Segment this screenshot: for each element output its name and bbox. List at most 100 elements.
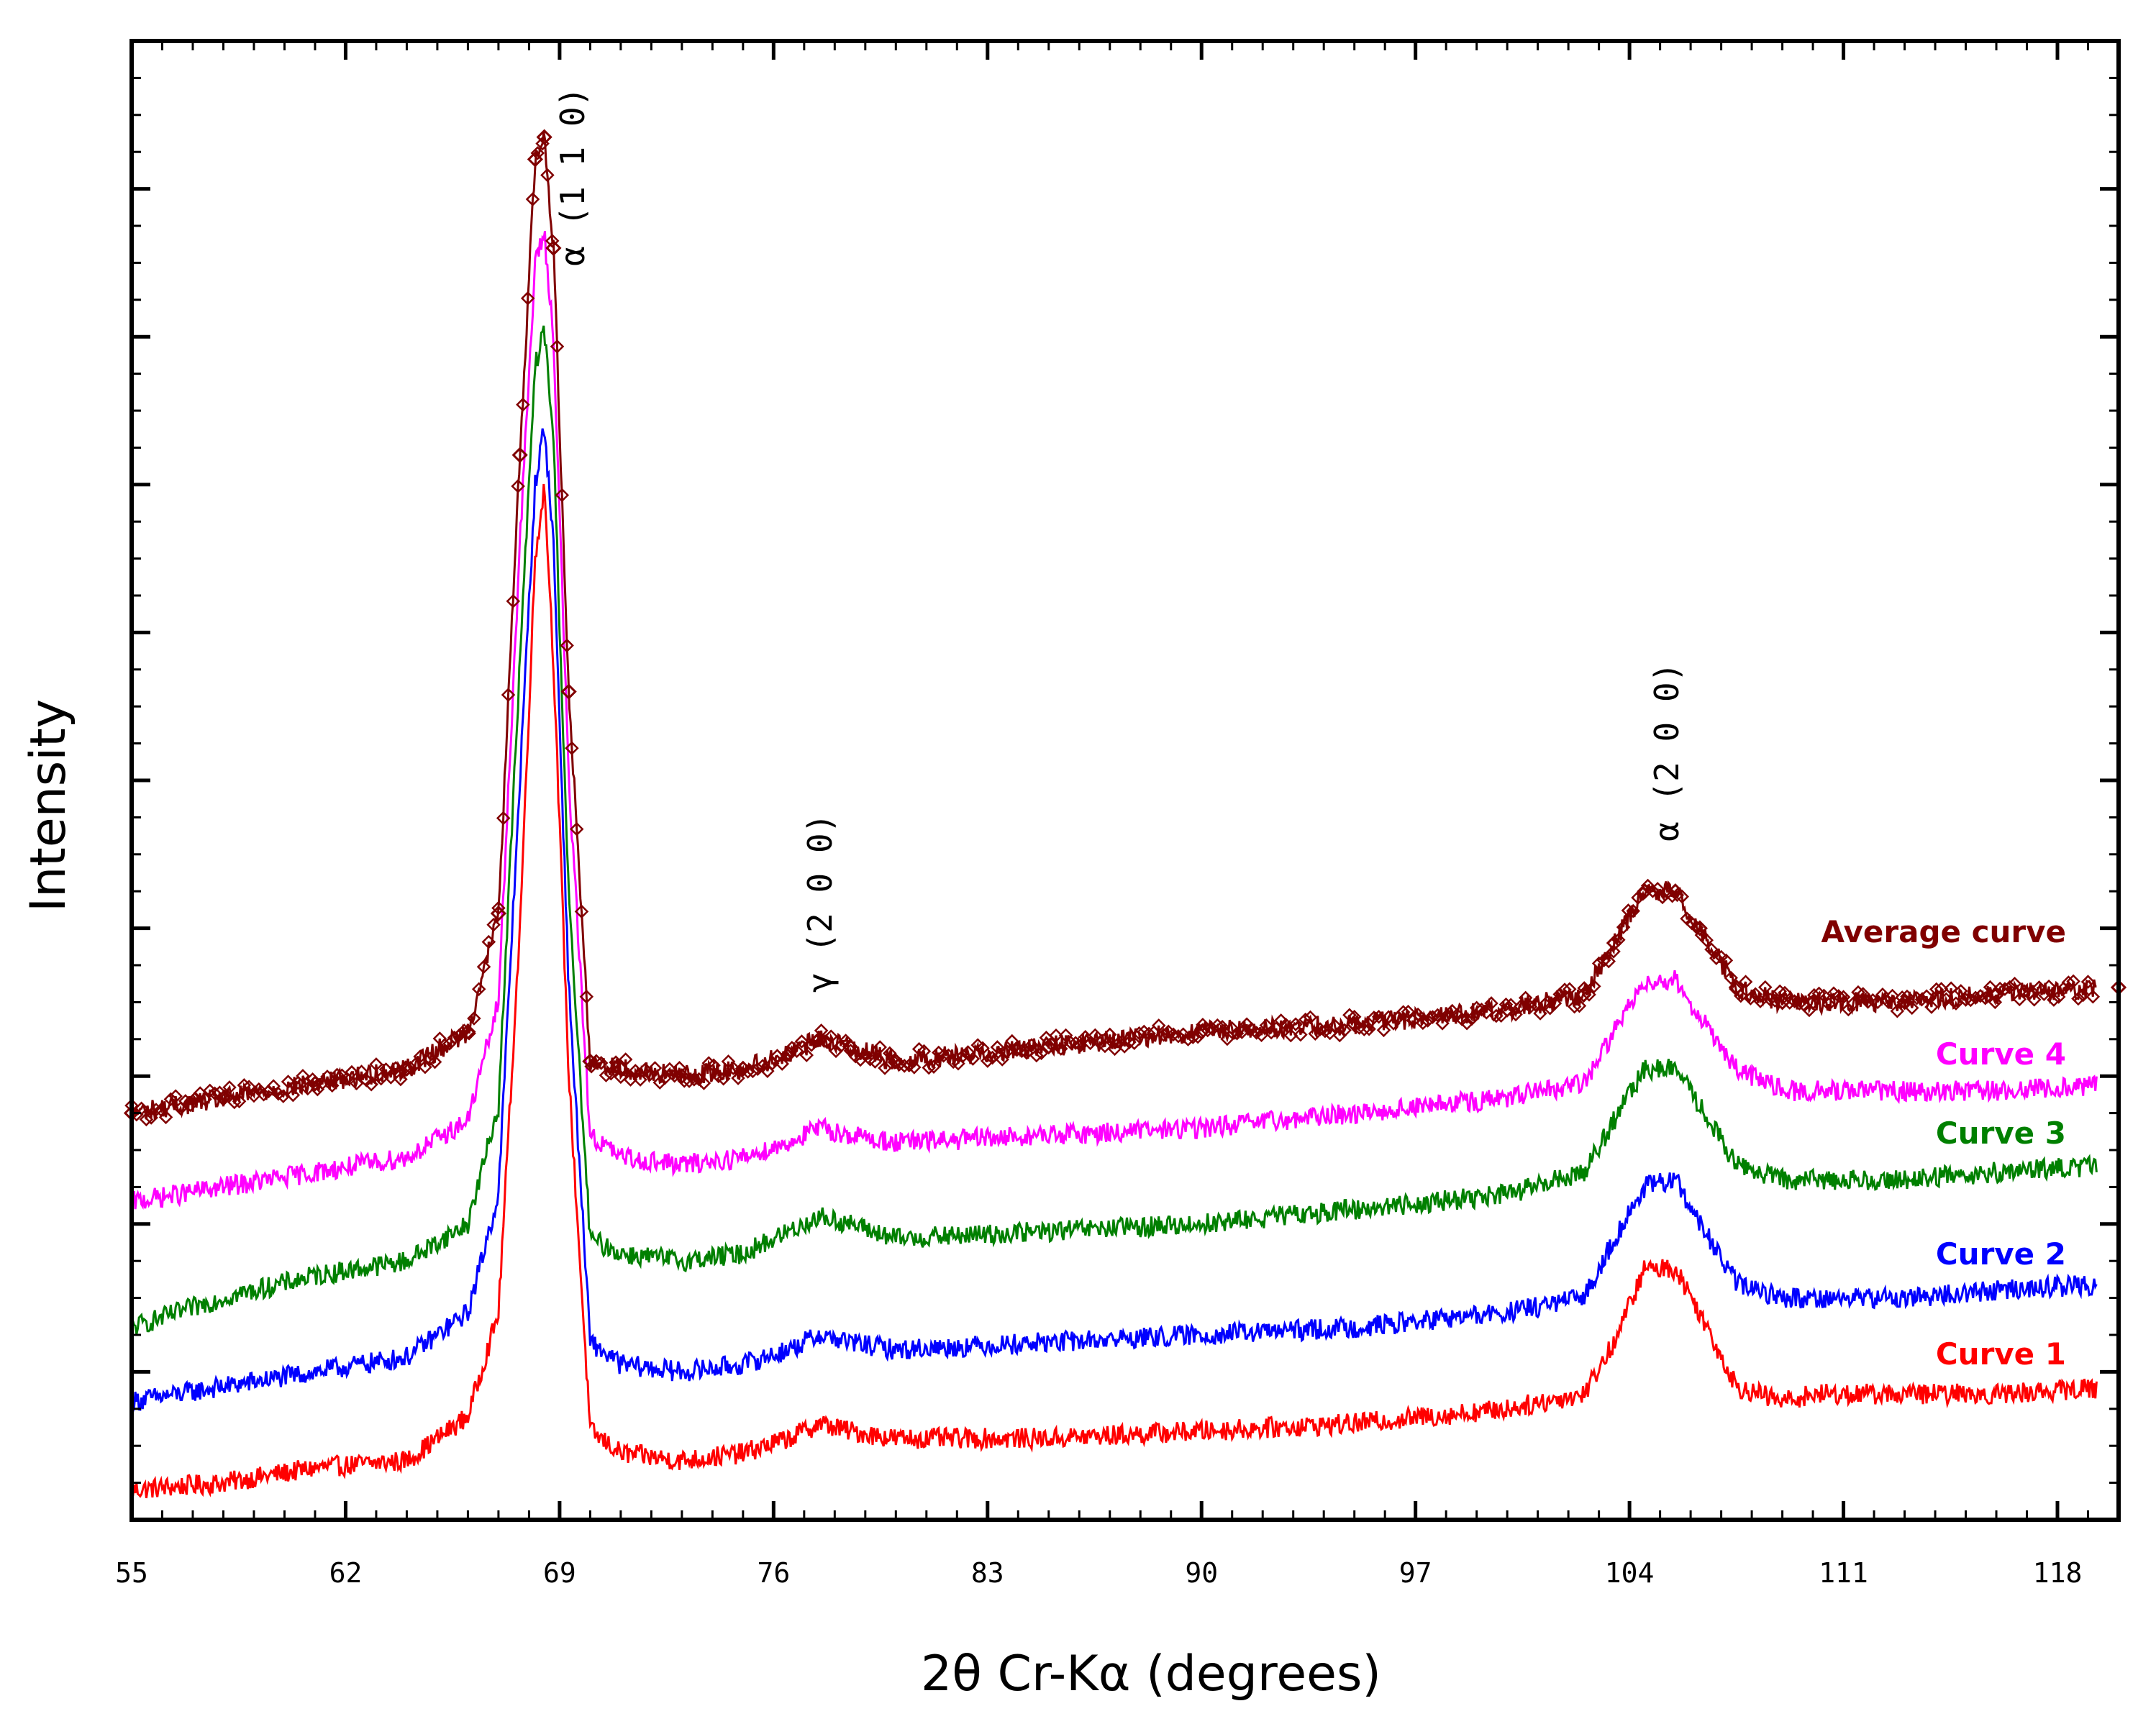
data-marker <box>824 1029 838 1044</box>
data-marker <box>1631 890 1645 905</box>
series-curve-1 <box>130 483 2098 1499</box>
data-marker <box>1465 1011 1479 1026</box>
legend: Curve 1 Curve 2 Curve 3 Curve 4 Average curv… <box>1821 914 2066 1372</box>
data-marker <box>530 146 545 160</box>
data-marker <box>838 1034 853 1048</box>
data-marker <box>227 1095 242 1110</box>
data-marker <box>1645 884 1660 898</box>
data-marker <box>2012 992 2027 1007</box>
data-marker <box>394 1072 408 1087</box>
data-marker <box>511 479 525 493</box>
data-marker <box>1029 1048 1044 1063</box>
data-marker <box>1978 990 1993 1005</box>
data-marker <box>1557 982 1572 997</box>
data-marker <box>2051 990 2066 1004</box>
x-tick-label: 76 <box>757 1557 790 1589</box>
data-marker <box>604 1066 619 1081</box>
data-marker <box>574 904 589 919</box>
data-marker <box>1709 951 1724 965</box>
data-marker <box>1514 999 1528 1013</box>
peak-label: α (2 0 0) <box>1647 662 1686 842</box>
data-point <box>511 447 528 463</box>
series-curve-2 <box>130 428 2098 1412</box>
data-marker <box>1220 1031 1234 1046</box>
data-marker <box>1489 1008 1504 1023</box>
data-marker <box>883 1046 897 1061</box>
data-marker <box>1215 1019 1229 1034</box>
x-tick-label: 62 <box>329 1557 363 1589</box>
data-marker <box>535 136 550 151</box>
data-marker <box>300 1081 315 1096</box>
data-marker <box>324 1078 340 1093</box>
data-marker <box>1885 988 1900 1003</box>
data-marker <box>1734 988 1748 1003</box>
data-marker <box>647 1061 663 1075</box>
data-marker <box>1699 933 1714 948</box>
data-marker <box>1298 1012 1313 1027</box>
data-marker <box>516 397 530 412</box>
x-axis-title: 2θ Cr-Kα (degrees) <box>921 1646 1381 1702</box>
series-curve-4 <box>130 231 2098 1210</box>
data-marker <box>1914 992 1929 1007</box>
data-marker <box>1963 993 1978 1008</box>
data-marker <box>2042 979 2056 994</box>
data-marker <box>1626 903 1640 918</box>
data-marker <box>481 934 496 949</box>
data-marker <box>956 1049 970 1063</box>
data-marker <box>1401 1004 1416 1019</box>
data-marker <box>579 990 594 1004</box>
data-marker <box>1435 1016 1450 1031</box>
data-marker <box>907 1060 922 1075</box>
data-marker <box>1332 1028 1347 1043</box>
legend-label-curve-1: Curve 1 <box>1936 1336 2066 1372</box>
data-marker <box>1278 1017 1293 1032</box>
data-marker <box>565 741 579 756</box>
data-marker <box>383 1070 399 1085</box>
data-marker <box>1719 953 1734 968</box>
data-marker <box>1533 1006 1547 1021</box>
x-tick-label: 83 <box>971 1557 1004 1589</box>
data-marker <box>1191 1029 1205 1044</box>
data-point <box>490 905 507 922</box>
data-marker <box>232 1094 247 1109</box>
data-marker <box>1704 942 1719 957</box>
data-marker <box>1518 990 1533 1005</box>
data-marker <box>731 1071 745 1085</box>
data-marker <box>814 1023 829 1038</box>
data-marker <box>1347 1010 1362 1024</box>
data-marker <box>1616 920 1631 934</box>
data-marker <box>296 1069 310 1083</box>
data-marker <box>496 811 511 826</box>
data-point <box>582 1053 599 1069</box>
data-marker <box>345 1064 359 1080</box>
data-marker <box>1621 903 1636 918</box>
data-marker <box>555 488 570 503</box>
data-marker <box>834 1039 848 1054</box>
data-marker <box>1601 954 1616 969</box>
data-marker <box>1606 944 1621 959</box>
data-marker <box>1142 1026 1156 1041</box>
data-marker <box>726 1061 741 1075</box>
data-marker <box>593 1056 609 1070</box>
data-marker <box>1460 1016 1474 1031</box>
data-marker <box>1171 1029 1186 1044</box>
data-marker <box>1151 1018 1166 1033</box>
data-marker <box>1998 982 2012 996</box>
data-marker <box>1357 1022 1372 1036</box>
data-marker <box>775 1057 790 1071</box>
data-marker <box>618 1052 633 1067</box>
data-marker <box>1034 1046 1049 1060</box>
data-marker <box>599 1068 614 1082</box>
data-marker <box>614 1069 628 1085</box>
y-axis-title: Intensity <box>20 699 77 912</box>
data-marker <box>525 192 540 206</box>
data-marker <box>462 1026 476 1041</box>
data-marker <box>1547 996 1563 1011</box>
data-marker <box>1919 989 1934 1003</box>
data-marker <box>1234 1025 1250 1039</box>
data-marker <box>491 900 506 916</box>
data-marker <box>975 1041 990 1056</box>
data-marker <box>897 1059 911 1073</box>
data-marker <box>1567 999 1582 1014</box>
data-marker <box>799 1048 814 1062</box>
